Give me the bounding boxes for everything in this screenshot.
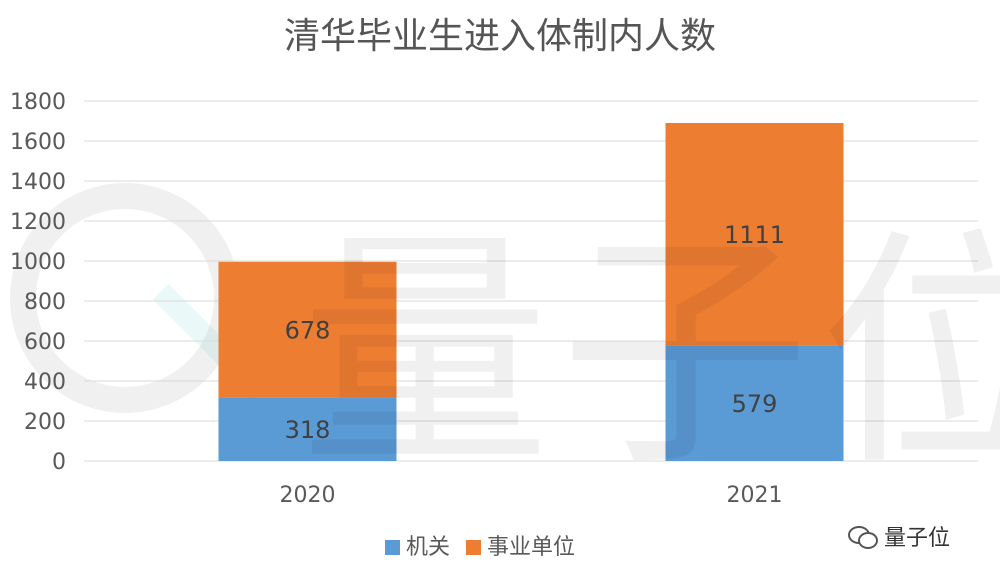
y-tick-label: 1200 <box>10 210 66 235</box>
legend-swatch <box>466 540 481 555</box>
bar-2021-机关 <box>665 345 844 461</box>
y-tick-label: 200 <box>24 410 66 435</box>
bar-2021-事业单位 <box>665 123 844 346</box>
data-label: 1111 <box>724 221 785 249</box>
data-label: 318 <box>285 416 331 444</box>
y-tick-label: 600 <box>24 330 66 355</box>
watermark-text: 量子位 <box>300 208 1000 499</box>
data-label: 678 <box>285 317 331 345</box>
x-tick-label: 2020 <box>280 483 336 508</box>
legend-label: 事业单位 <box>487 535 575 560</box>
y-tick-label: 0 <box>52 450 66 475</box>
legend-swatch <box>385 540 400 555</box>
bar-2020-机关 <box>218 397 397 461</box>
legend-label: 机关 <box>406 535 450 560</box>
y-tick-label: 400 <box>24 370 66 395</box>
x-tick-label: 2021 <box>727 483 783 508</box>
y-tick-label: 1400 <box>10 170 66 195</box>
y-tick-label: 1800 <box>10 90 66 115</box>
y-tick-label: 1600 <box>10 130 66 155</box>
data-label: 579 <box>732 390 778 418</box>
bar-2020-事业单位 <box>218 261 397 398</box>
x-axis-ticks: 2020 2021 <box>280 483 783 508</box>
chart-title: 清华毕业生进入体制内人数 <box>284 16 716 57</box>
wechat-icon <box>848 524 878 549</box>
bars: 318 678 579 1111 <box>218 123 844 461</box>
y-axis-ticks: 0 200 400 600 800 1000 1200 1400 1600 1800 <box>10 90 66 475</box>
legend: 机关 事业单位 <box>385 535 575 560</box>
brand-logo: 量子位 <box>848 520 950 552</box>
y-tick-label: 800 <box>24 290 66 315</box>
y-tick-label: 1000 <box>10 250 66 275</box>
brand-text: 量子位 <box>884 526 951 551</box>
